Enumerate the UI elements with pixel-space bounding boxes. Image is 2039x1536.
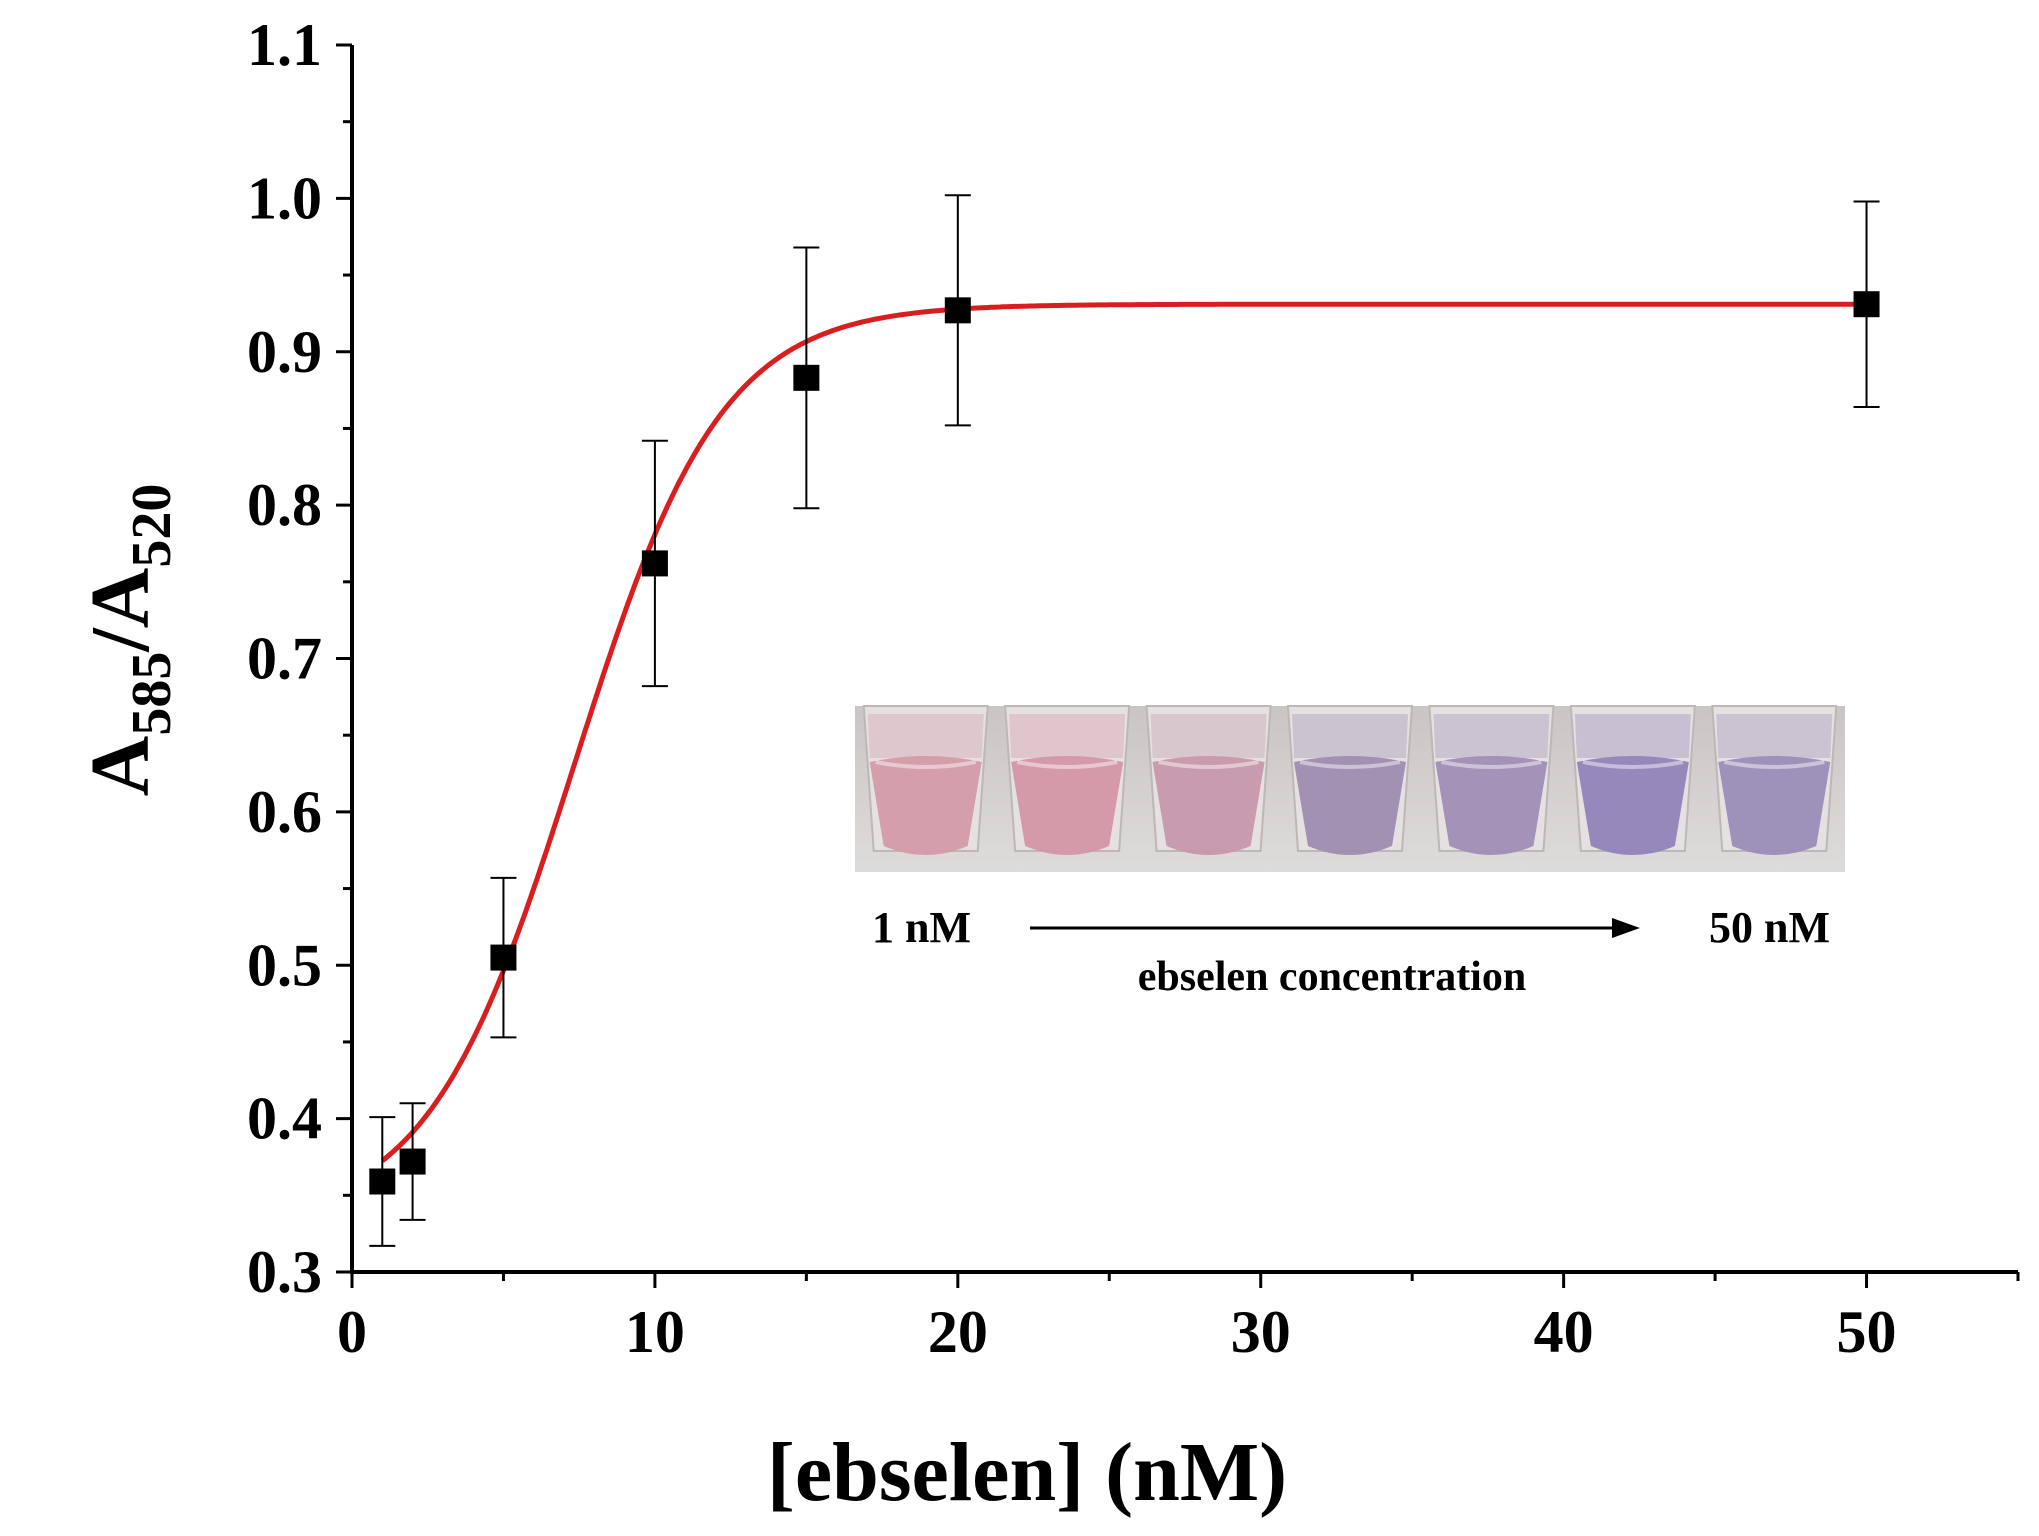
tube-upper: [867, 714, 984, 758]
tube-liquid: [1152, 756, 1265, 855]
x-tick-label: 40: [1534, 1299, 1594, 1365]
plot-area: 0 10 20 30 40 50 0.3 0.4 0.5 0.6 0.7 0.8 0.9 1.0 1.1 1…: [247, 12, 2020, 1365]
tube-meniscus: [1582, 760, 1684, 769]
tube-upper: [1574, 714, 1691, 758]
y-tick-label: 0.9: [247, 319, 322, 385]
y-tick-label: 0.4: [247, 1086, 322, 1152]
inset: 1 nM 50 nM ebselen concentration: [855, 705, 1845, 1000]
tube-meniscus: [1441, 760, 1542, 769]
x-tick-label: 20: [928, 1299, 988, 1365]
tube-meniscus: [1158, 760, 1259, 769]
inset-start-label: 1 nM: [872, 903, 971, 952]
inset-tube: [1004, 705, 1131, 855]
tube-liquid: [1011, 756, 1124, 855]
data-point: [793, 364, 820, 391]
inset-tube: [1428, 705, 1555, 855]
x-axis-title: [ebselen] (nM): [767, 1426, 1287, 1519]
x-tick-label: 50: [1837, 1299, 1897, 1365]
y-tick-label: 0.7: [247, 626, 322, 692]
tube-upper: [1292, 714, 1408, 758]
tube-liquid: [1718, 756, 1831, 855]
tube-upper: [1433, 714, 1550, 758]
ticks: [336, 43, 2020, 1288]
tube-liquid: [1576, 756, 1689, 855]
tube-upper: [1150, 714, 1267, 758]
inset-tube: [1569, 705, 1696, 855]
inset-tube: [1286, 705, 1414, 855]
tube-liquid: [1435, 756, 1548, 855]
y-tick-label: 0.3: [247, 1239, 322, 1305]
y-axis-title: A585/A520: [74, 484, 183, 797]
data-points: [369, 291, 1880, 1195]
inset-end-label: 50 nM: [1709, 903, 1830, 952]
inset-tube: [1711, 705, 1838, 855]
tube-meniscus: [1016, 760, 1118, 769]
y-axis-title-sep: /: [74, 627, 167, 653]
data-point: [399, 1148, 426, 1175]
y-tick-label: 0.5: [247, 932, 322, 998]
axes: [350, 45, 2018, 1274]
y-tick-label: 1.0: [247, 165, 322, 231]
x-tick-label: 10: [625, 1299, 685, 1365]
tube-liquid: [869, 756, 982, 855]
x-tick-label: 0: [337, 1299, 367, 1365]
tube-meniscus: [875, 760, 977, 769]
tube-upper: [1716, 714, 1833, 758]
inset-arrow-label: ebselen concentration: [1138, 954, 1526, 1000]
y-tick-label: 0.8: [247, 472, 322, 538]
inset-tube: [1145, 705, 1272, 855]
fit-layer: [380, 301, 1864, 1163]
data-point: [944, 297, 971, 324]
x-tick-label: 30: [1231, 1299, 1291, 1365]
tube-meniscus: [1723, 760, 1825, 769]
inset-arrow-head: [1612, 918, 1640, 938]
tube-upper: [1009, 714, 1126, 758]
data-point: [369, 1168, 396, 1195]
inset-tube: [862, 705, 989, 855]
y-axis-title-base1: A: [74, 735, 167, 796]
y-tick-label: 0.6: [247, 779, 322, 845]
data-point: [1853, 291, 1880, 318]
tube-liquid: [1294, 756, 1406, 855]
y-axis-title-base2: A: [74, 567, 167, 628]
tick-labels: 0 10 20 30 40 50 0.3 0.4 0.5 0.6 0.7 0.8 0.9 1.0 1.1: [247, 12, 1897, 1365]
data-point: [641, 550, 668, 577]
fit-curve: [380, 301, 1864, 1163]
tube-meniscus: [1299, 760, 1401, 769]
data-point: [490, 944, 517, 971]
y-axis-title-sub1: 585: [121, 652, 183, 736]
y-axis-title-sub2: 520: [121, 484, 183, 568]
y-tick-label: 1.1: [247, 12, 322, 78]
